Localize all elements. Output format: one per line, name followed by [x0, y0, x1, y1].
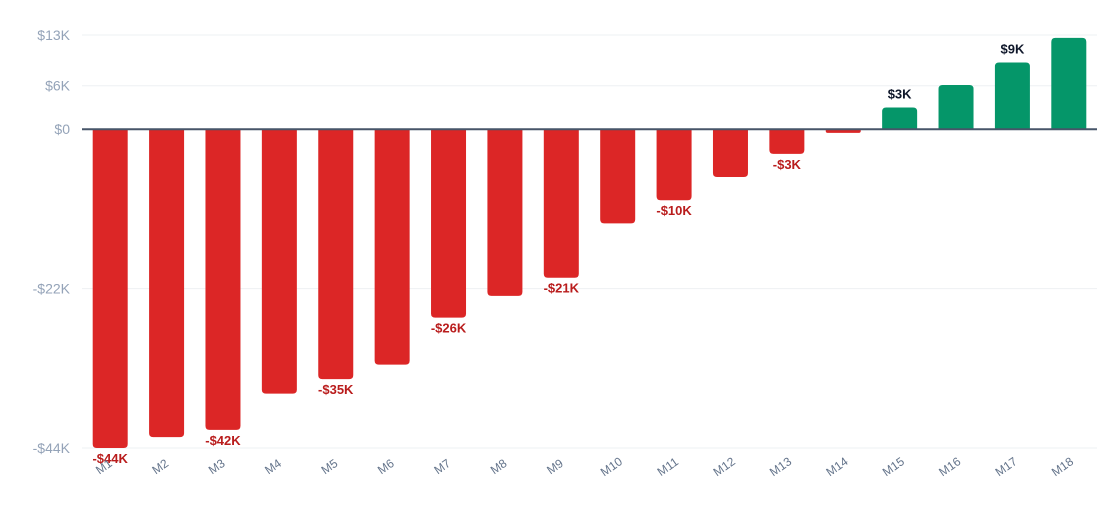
x-tick-label: M17	[993, 454, 1020, 479]
x-tick-label: M11	[655, 454, 682, 479]
x-tick-label: M14	[823, 454, 850, 479]
bar-m2[interactable]	[149, 129, 185, 438]
x-tick-label: M15	[880, 454, 907, 479]
bar-m17[interactable]	[994, 62, 1030, 130]
bar-m8[interactable]	[487, 129, 523, 296]
data-labels: -$44K -$42K -$35K -$26K -$21K -$10K -$3K $3K $9K	[92, 42, 1024, 466]
data-label: -$10K	[656, 203, 692, 218]
bar-m4[interactable]	[261, 129, 297, 394]
bar-m3[interactable]	[205, 129, 241, 430]
bar-m16[interactable]	[938, 84, 974, 130]
data-label: -$3K	[773, 157, 802, 172]
data-label: -$42K	[205, 433, 241, 448]
bar-m7[interactable]	[431, 129, 467, 318]
data-label: -$35K	[318, 382, 354, 397]
x-tick-label: M8	[488, 456, 510, 477]
bar-m9[interactable]	[543, 129, 579, 278]
y-tick-label: -$44K	[33, 440, 71, 456]
x-tick-label: M4	[262, 456, 284, 477]
y-tick-label: $13K	[37, 27, 70, 43]
x-tick-label: M3	[206, 456, 228, 477]
data-label: -$26K	[431, 321, 467, 336]
data-label: $3K	[888, 86, 912, 101]
x-tick-label: M7	[431, 456, 453, 477]
y-tick-label: $6K	[45, 78, 71, 94]
x-axis-ticks: M1 M2 M3 M4 M5 M6 M7 M8 M9 M10 M11 M12 M13 M14 M15 M16 M…	[93, 454, 1076, 479]
x-tick-label: M12	[711, 454, 738, 479]
bar-m18[interactable]	[1051, 37, 1087, 130]
bars	[92, 37, 1087, 448]
bar-m10[interactable]	[600, 129, 636, 224]
data-label: -$21K	[544, 281, 580, 296]
bar-m13[interactable]	[769, 129, 805, 154]
bar-m12[interactable]	[712, 129, 748, 178]
data-label: $9K	[1000, 42, 1024, 57]
x-tick-label: M6	[375, 456, 397, 477]
x-tick-label: M5	[319, 456, 341, 477]
x-tick-label: M9	[544, 456, 566, 477]
x-tick-label: M2	[149, 456, 171, 477]
bar-m6[interactable]	[374, 129, 410, 365]
y-tick-label: -$22K	[33, 281, 71, 297]
x-tick-label: M16	[936, 454, 963, 479]
bar-m11[interactable]	[656, 129, 692, 201]
bar-m15[interactable]	[882, 107, 918, 130]
data-label: -$44K	[92, 451, 128, 466]
x-tick-label: M13	[767, 454, 794, 479]
x-tick-label: M18	[1049, 454, 1076, 479]
bar-m5[interactable]	[318, 129, 354, 380]
y-tick-label: $0	[54, 121, 70, 137]
y-axis-ticks: $13K $6K $0 -$22K -$44K	[33, 27, 71, 456]
x-tick-label: M10	[598, 454, 625, 479]
bar-m1[interactable]	[92, 129, 128, 448]
gridlines	[82, 34, 1097, 449]
